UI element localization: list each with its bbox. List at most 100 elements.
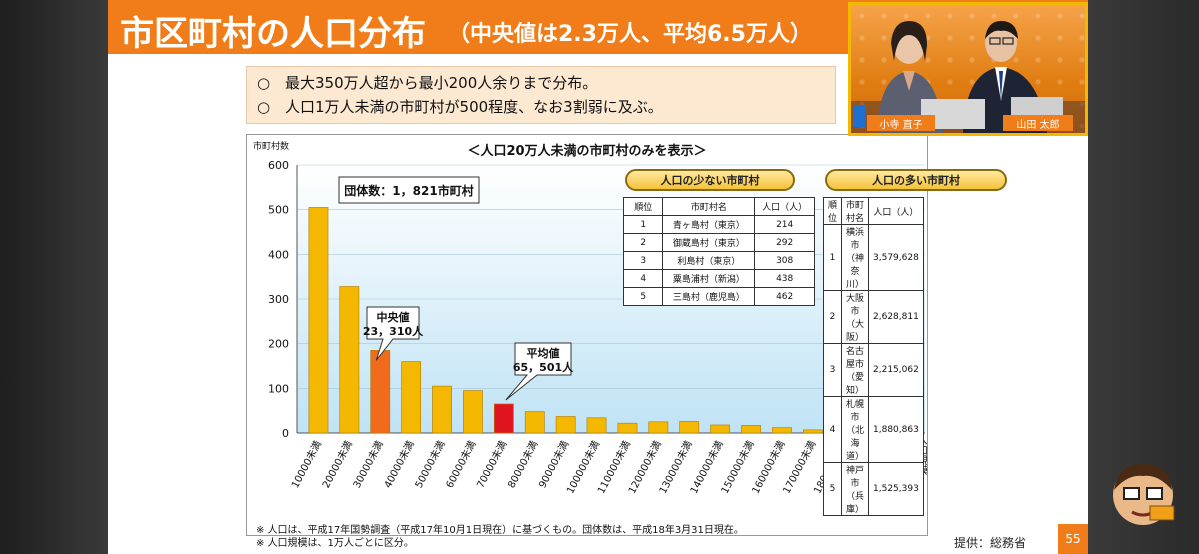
source-credit: 提供：総務省 bbox=[954, 536, 1027, 550]
table-row: 2 大阪市（大阪） 2,628,811 bbox=[822, 290, 924, 344]
slide-title: 市区町村の人口分布 bbox=[120, 14, 426, 54]
bullet-mark: ○ bbox=[257, 74, 271, 92]
table-row: 4 札幌市（北海道） 1,880,863 bbox=[822, 396, 924, 463]
presenter-right-caption: 山田 太郎 bbox=[1016, 118, 1059, 131]
bar bbox=[432, 385, 452, 434]
bullet-text: 最大350万人超から最小200人余りまで分布。 bbox=[285, 74, 598, 92]
bar bbox=[308, 207, 329, 434]
y-tick-label: 100 bbox=[268, 382, 289, 395]
bar bbox=[586, 417, 607, 434]
x-tick-label: 140000未満 bbox=[688, 439, 726, 496]
table-cell: 粟島浦村（新潟） bbox=[662, 269, 756, 288]
column-header: 市町村名 bbox=[841, 197, 870, 225]
table-cell: 2,628,811 bbox=[868, 290, 924, 344]
bar bbox=[741, 425, 761, 434]
table-cell: 5 bbox=[622, 287, 664, 306]
median-callout bbox=[366, 306, 420, 361]
table-cell: 1,880,863 bbox=[868, 396, 924, 463]
bullet-box: ○ 最大350万人超から最小200人余りまで分布。 ○ 人口1万人未満の市町村が… bbox=[246, 66, 836, 124]
x-tick-label: 100000未満 bbox=[564, 439, 602, 496]
column-header: 順位 bbox=[622, 197, 664, 216]
mean-value: 65，501人 bbox=[513, 360, 574, 374]
mean-label: 平均値 bbox=[527, 346, 560, 360]
bullet-item: ○ 人口1万人未満の市町村が500程度、なお3割弱に及ぶ。 bbox=[257, 95, 825, 119]
footnote: ※ 人口規模は、1万人ごとに区分。 bbox=[256, 538, 414, 549]
table-cell: 札幌市（北海道） bbox=[841, 396, 870, 463]
chart-title: ＜人口20万人未満の市町村のみを表示＞ bbox=[467, 143, 706, 159]
table-cell: 2,215,062 bbox=[868, 343, 924, 397]
bar bbox=[555, 416, 576, 434]
y-tick-label: 400 bbox=[268, 248, 289, 261]
bar bbox=[370, 350, 391, 434]
bar bbox=[401, 361, 422, 434]
y-tick-label: 300 bbox=[268, 293, 289, 306]
table-cell: 3 bbox=[622, 251, 664, 270]
x-tick-label: 40000未満 bbox=[382, 439, 417, 490]
table-cell: 438 bbox=[754, 269, 815, 288]
mean-callout bbox=[505, 342, 572, 401]
table-cell: 神戸市（兵庫） bbox=[841, 462, 870, 516]
page-number: 55 bbox=[1058, 524, 1088, 554]
column-header: 市町村名 bbox=[662, 197, 756, 216]
bar bbox=[802, 429, 823, 434]
table-cell: 214 bbox=[754, 215, 815, 234]
table-cell: 4 bbox=[822, 396, 843, 463]
column-header: 人口（人） bbox=[868, 197, 924, 225]
median-value: 23，310人 bbox=[363, 324, 424, 338]
table-cell: 5 bbox=[822, 462, 843, 516]
x-tick-label: 120000未満 bbox=[626, 439, 664, 496]
table-cell: 2 bbox=[622, 233, 664, 252]
table-cell: 1 bbox=[622, 215, 664, 234]
bullet-item: ○ 最大350万人超から最小200人余りまで分布。 bbox=[257, 71, 825, 95]
y-axis-label: 市町村数 bbox=[253, 140, 289, 152]
bar bbox=[679, 421, 700, 434]
most-population-table: 順位 市町村名 人口（人） 1 横浜市（神奈川） 3,579,628 2 大阪市（大阪） 2,6… bbox=[822, 197, 924, 516]
table-row: 5 神戸市（兵庫） 1,525,393 bbox=[822, 462, 924, 516]
chart-frame: ＜人口20万人未満の市町村のみを表示＞ 市町村数 0 100 200 300 400 50… bbox=[246, 134, 1007, 536]
x-tick-label: 150000未満 bbox=[719, 439, 757, 496]
table-row: 3 利島村（東京） 308 bbox=[622, 251, 815, 270]
y-tick-label: 0 bbox=[282, 427, 289, 440]
population-bar-chart: ＜人口20万人未満の市町村のみを表示＞ 市町村数 0 100 200 300 400 50… bbox=[253, 140, 927, 496]
table-cell: 308 bbox=[754, 251, 815, 270]
table-cell: 1,525,393 bbox=[868, 462, 924, 516]
column-header: 順位 bbox=[822, 197, 843, 225]
table-cell: 青ヶ島村（東京） bbox=[662, 215, 756, 234]
table-cell: 4 bbox=[622, 269, 664, 288]
x-tick-label: 70000未満 bbox=[475, 439, 510, 490]
x-tick-label: 90000未満 bbox=[536, 439, 571, 490]
column-header: 人口（人） bbox=[754, 197, 815, 216]
bar bbox=[772, 427, 792, 434]
x-tick-label: 170000未満 bbox=[781, 439, 819, 496]
table-header-row: 順位 市町村名 人口（人） bbox=[822, 197, 924, 225]
table-row: 5 三島村（鹿児島） 462 bbox=[622, 287, 815, 306]
left-letterbox bbox=[0, 0, 108, 554]
count-label: 団体数：1，821市町村 bbox=[344, 183, 473, 198]
x-tick-label: 130000未満 bbox=[657, 439, 695, 496]
table-cell: 292 bbox=[754, 233, 815, 252]
bar bbox=[617, 422, 638, 434]
caricature-avatar-icon bbox=[1113, 464, 1175, 525]
table-cell: 名古屋市（愛知） bbox=[841, 343, 870, 397]
y-tick-label: 600 bbox=[268, 159, 289, 172]
x-tick-label: 60000未満 bbox=[444, 439, 479, 490]
table-cell: 大阪市（大阪） bbox=[841, 290, 870, 344]
x-tick-label: 30000未満 bbox=[351, 439, 386, 490]
bullet-text: 人口1万人未満の市町村が500程度、なお3割弱に及ぶ。 bbox=[285, 98, 663, 116]
table-cell: 462 bbox=[754, 287, 815, 306]
footnotes: ※ 人口は、平成17年国勢調査（平成17年10月1日現在）に基づくもの。団体数は… bbox=[256, 524, 744, 550]
presenters-image: 小寺 直子 山田 太郎 bbox=[851, 21, 1085, 133]
most-table-title: 人口の多い市町村 bbox=[825, 169, 1007, 191]
bar bbox=[339, 286, 360, 434]
table-cell: 1 bbox=[822, 224, 843, 291]
fewest-table-title: 人口の少ない市町村 bbox=[625, 169, 795, 191]
bar bbox=[648, 421, 669, 434]
y-tick-label: 200 bbox=[268, 338, 289, 351]
table-row: 1 横浜市（神奈川） 3,579,628 bbox=[822, 224, 924, 291]
table-header-row: 順位 市町村名 人口（人） bbox=[622, 197, 815, 216]
slide-subtitle: （中央値は2.3万人、平均6.5万人） bbox=[448, 22, 812, 47]
table-row: 2 御蔵島村（東京） 292 bbox=[622, 233, 815, 252]
fewest-population-table: 順位 市町村名 人口（人） 1 青ヶ島村（東京） 214 2 御蔵島村（東京） 292 3 利島村（… bbox=[622, 197, 815, 306]
table-cell: 御蔵島村（東京） bbox=[662, 233, 756, 252]
table-row: 1 青ヶ島村（東京） 214 bbox=[622, 215, 815, 234]
